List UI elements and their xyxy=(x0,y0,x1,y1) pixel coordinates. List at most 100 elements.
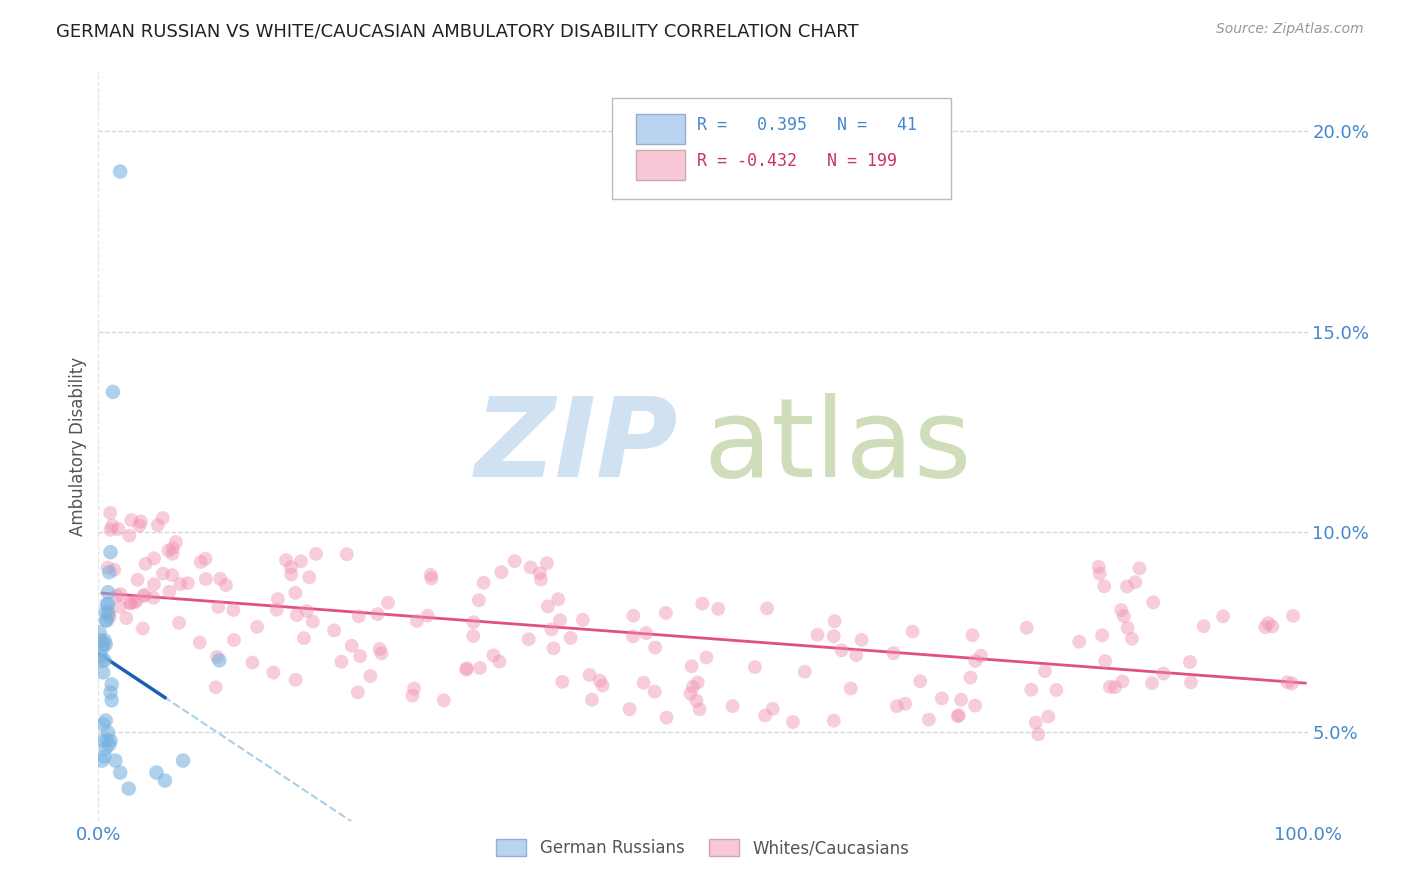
Point xyxy=(284,586,307,600)
Point xyxy=(91,641,114,656)
Point xyxy=(145,765,167,780)
Point xyxy=(1180,675,1202,690)
Point xyxy=(115,611,138,625)
Point xyxy=(1112,609,1135,624)
Point xyxy=(96,733,118,747)
Point xyxy=(209,572,232,586)
Point xyxy=(143,551,166,566)
Point xyxy=(572,613,595,627)
Point xyxy=(530,573,553,587)
Point xyxy=(1015,621,1038,635)
Point xyxy=(152,511,174,525)
Point xyxy=(93,633,115,648)
Text: R = -0.432   N = 199: R = -0.432 N = 199 xyxy=(697,153,897,170)
Point xyxy=(633,675,655,690)
Point xyxy=(695,650,717,665)
Point xyxy=(416,608,439,623)
Point xyxy=(685,693,707,707)
Point xyxy=(592,678,614,692)
Point xyxy=(1257,616,1279,631)
Point xyxy=(1212,609,1234,624)
FancyBboxPatch shape xyxy=(637,150,685,180)
Point xyxy=(463,629,485,643)
Point xyxy=(503,554,526,568)
Point xyxy=(491,565,513,579)
Point xyxy=(280,567,302,582)
Point xyxy=(1178,655,1201,669)
Point xyxy=(686,675,709,690)
Point xyxy=(190,555,212,569)
Point xyxy=(1092,579,1115,593)
Point xyxy=(262,665,284,680)
Point xyxy=(456,661,478,675)
Point xyxy=(367,607,389,621)
Point xyxy=(194,572,217,586)
Point xyxy=(883,646,905,660)
Point xyxy=(128,518,150,533)
Point xyxy=(267,592,290,607)
Point xyxy=(292,631,315,645)
Point xyxy=(169,577,191,591)
Point xyxy=(94,714,117,728)
Point xyxy=(93,653,115,667)
Point xyxy=(517,632,540,647)
Point xyxy=(165,535,187,549)
Point xyxy=(948,708,970,723)
Point xyxy=(97,585,120,599)
Point xyxy=(177,576,200,591)
Point xyxy=(547,592,569,607)
Point xyxy=(205,650,228,665)
Point xyxy=(519,560,541,574)
Point xyxy=(1140,676,1163,690)
Text: R =   0.395   N =   41: R = 0.395 N = 41 xyxy=(697,116,917,135)
Point xyxy=(851,632,873,647)
Point xyxy=(105,589,128,603)
Point xyxy=(194,552,217,566)
Point xyxy=(823,629,845,643)
Point xyxy=(679,687,702,701)
Point xyxy=(950,692,973,706)
Point xyxy=(103,563,125,577)
Point xyxy=(655,606,678,620)
Point xyxy=(689,702,711,716)
Point xyxy=(110,587,132,601)
Point xyxy=(215,578,238,592)
Point xyxy=(831,643,853,657)
Point xyxy=(482,648,505,663)
Point xyxy=(1111,674,1133,689)
Point xyxy=(644,640,666,655)
Point xyxy=(368,642,391,657)
Point xyxy=(134,557,156,571)
Point xyxy=(946,709,969,723)
Point xyxy=(162,547,184,561)
Point xyxy=(118,781,141,796)
Point xyxy=(153,773,176,788)
Point xyxy=(208,653,231,667)
Point xyxy=(540,623,562,637)
Point xyxy=(1091,628,1114,642)
Point xyxy=(488,655,510,669)
Point xyxy=(100,545,122,559)
Point xyxy=(845,648,868,662)
Y-axis label: Ambulatory Disability: Ambulatory Disability xyxy=(69,357,87,535)
Point xyxy=(965,654,987,668)
Point xyxy=(970,648,993,663)
Point xyxy=(1045,682,1067,697)
Point xyxy=(242,656,264,670)
FancyBboxPatch shape xyxy=(637,114,685,144)
Point xyxy=(589,673,612,688)
Point xyxy=(91,733,114,747)
Point xyxy=(97,605,120,619)
Point xyxy=(536,556,558,570)
Point xyxy=(347,685,370,699)
Point xyxy=(962,628,984,642)
Point xyxy=(162,541,184,556)
Point xyxy=(98,565,121,579)
Point xyxy=(370,646,392,660)
Text: GERMAN RUSSIAN VS WHITE/CAUCASIAN AMBULATORY DISABILITY CORRELATION CHART: GERMAN RUSSIAN VS WHITE/CAUCASIAN AMBULA… xyxy=(56,22,859,40)
Point xyxy=(100,693,122,707)
Point xyxy=(97,560,120,574)
Point xyxy=(302,615,325,629)
Point xyxy=(96,597,118,611)
Point xyxy=(560,631,582,645)
